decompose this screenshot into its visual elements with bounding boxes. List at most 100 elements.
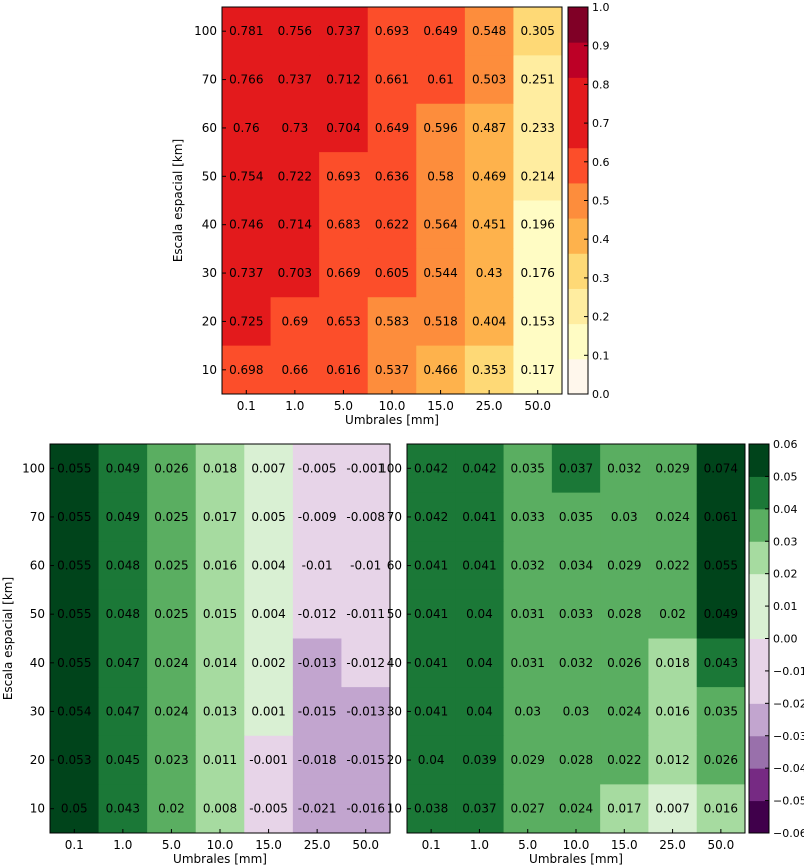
heatmap-cell — [551, 589, 601, 639]
heatmap-cell — [503, 492, 553, 542]
colorbar-tick-label: 0.00 — [773, 633, 798, 646]
cell-value-label: 0.04 — [466, 704, 493, 718]
cell-value-label: -0.008 — [346, 510, 385, 524]
heatmap-cell — [600, 541, 649, 591]
cell-value-label: 0.469 — [472, 169, 506, 183]
heatmap-cell — [464, 200, 514, 250]
heatmap-cell — [98, 784, 148, 834]
heatmap-cell — [147, 444, 197, 494]
cell-value-label: 0.698 — [229, 363, 263, 377]
y-tick-label: 70 — [387, 510, 402, 524]
colorbar-segment — [568, 112, 588, 149]
x-tick-label: 1.0 — [470, 838, 489, 852]
heatmap-cell — [648, 687, 698, 737]
heatmap-cell — [600, 638, 649, 688]
heatmap-cell — [270, 7, 320, 56]
cell-value-label: 0.029 — [511, 753, 545, 767]
cell-value-label: -0.015 — [298, 704, 337, 718]
cell-value-label: 0.693 — [326, 169, 360, 183]
cell-value-label: 0.023 — [154, 753, 188, 767]
heatmap-cell — [464, 248, 514, 298]
y-tick-label: 40 — [387, 656, 402, 670]
cell-value-label: 0.03 — [563, 704, 590, 718]
heatmap-cell — [147, 541, 197, 591]
heatmap-cell — [244, 541, 294, 591]
y-tick-label: 20 — [387, 753, 402, 767]
y-tick-label: 10 — [202, 363, 217, 377]
heatmap-cell — [407, 687, 456, 737]
colorbar-tick-label: 0.05 — [773, 470, 798, 483]
cell-value-label: 0.024 — [559, 802, 593, 816]
colorbar-tick-label: 0.3 — [592, 272, 610, 285]
heatmap-cell — [292, 784, 342, 834]
cell-value-label: 0.616 — [326, 363, 360, 377]
cell-value-label: 0.69 — [281, 314, 308, 328]
heatmap-cell — [600, 735, 649, 785]
cell-value-label: 0.047 — [106, 656, 140, 670]
heatmap-cell — [455, 589, 505, 639]
x-tick-label: 1.0 — [285, 399, 304, 413]
heatmap-cell — [50, 589, 100, 639]
heatmap-cell — [696, 541, 746, 591]
x-tick-label: 25.0 — [476, 399, 503, 413]
cell-value-label: 0.008 — [203, 802, 237, 816]
cell-value-label: -0.009 — [298, 510, 337, 524]
colorbar-2: 0.06 0.05 0.04 0.03 0.02 0.01 0.00 −0.01 −0.02 −0… — [748, 438, 804, 840]
cell-value-label: 0.048 — [106, 607, 140, 621]
heatmap-cell — [222, 7, 272, 56]
heatmap-cell — [600, 784, 649, 834]
heatmap-cell — [416, 345, 466, 395]
colorbar-segment — [568, 147, 588, 184]
x-axis-label: Umbrales [mm] — [529, 852, 623, 866]
cell-value-label: -0.013 — [346, 704, 385, 718]
cell-value-label: 0.722 — [278, 169, 312, 183]
heatmap-cell — [195, 492, 245, 542]
heatmap-cell — [416, 152, 466, 201]
heatmap-cell — [513, 103, 563, 153]
cell-value-label: 0.117 — [521, 363, 555, 377]
cell-value-label: 0.781 — [229, 24, 263, 38]
heatmap-cell — [270, 345, 320, 395]
y-tick-label: 100 — [379, 461, 402, 475]
heatmap-cell — [341, 784, 391, 834]
heatmap-cell — [319, 248, 369, 298]
cell-value-label: 0.025 — [154, 559, 188, 573]
heatmap-cell — [292, 444, 342, 494]
heatmap-cell — [98, 687, 148, 737]
heatmap-cell — [292, 735, 342, 785]
colorbar-tick-label: 0.6 — [592, 156, 610, 169]
heatmap-cell — [367, 248, 417, 298]
heatmap-cell — [648, 735, 698, 785]
heatmap-cell — [147, 735, 197, 785]
heatmap-cell — [503, 735, 553, 785]
cell-value-label: 0.042 — [414, 461, 448, 475]
cell-value-label: 0.596 — [423, 121, 457, 135]
y-tick-label: 30 — [387, 704, 402, 718]
cell-value-label: -0.012 — [298, 607, 337, 621]
heatmap-cell — [50, 687, 100, 737]
x-tick-label: 15.0 — [427, 399, 454, 413]
colorbar-segment — [568, 218, 588, 254]
heatmap-cell — [195, 687, 245, 737]
heatmap-cell — [455, 687, 505, 737]
cell-value-label: 0.016 — [203, 559, 237, 573]
y-tick-label: 40 — [202, 218, 217, 232]
cell-value-label: 0.737 — [326, 24, 360, 38]
x-tick-label: 50.0 — [524, 399, 551, 413]
heatmap-cell — [696, 735, 746, 785]
heatmap-cell — [513, 297, 563, 347]
y-tick-label: 100 — [194, 24, 217, 38]
heatmap-3: 0.042 0.042 0.035 0.037 0.032 0.029 0.0740.042… — [379, 443, 746, 866]
cell-value-label: 0.025 — [154, 510, 188, 524]
cell-value-label: 0.725 — [229, 314, 263, 328]
cell-value-label: 0.054 — [57, 704, 91, 718]
cell-value-label: 0.007 — [655, 802, 689, 816]
heatmap-cell — [551, 541, 601, 591]
cell-value-label: 0.649 — [423, 24, 457, 38]
heatmap-cell — [319, 297, 369, 347]
colorbar-segment — [749, 670, 769, 704]
x-tick-label: 0.1 — [65, 838, 84, 852]
heatmap-cell — [292, 638, 342, 688]
cell-value-label: 0.746 — [229, 218, 263, 232]
heatmap-cell — [222, 103, 272, 153]
